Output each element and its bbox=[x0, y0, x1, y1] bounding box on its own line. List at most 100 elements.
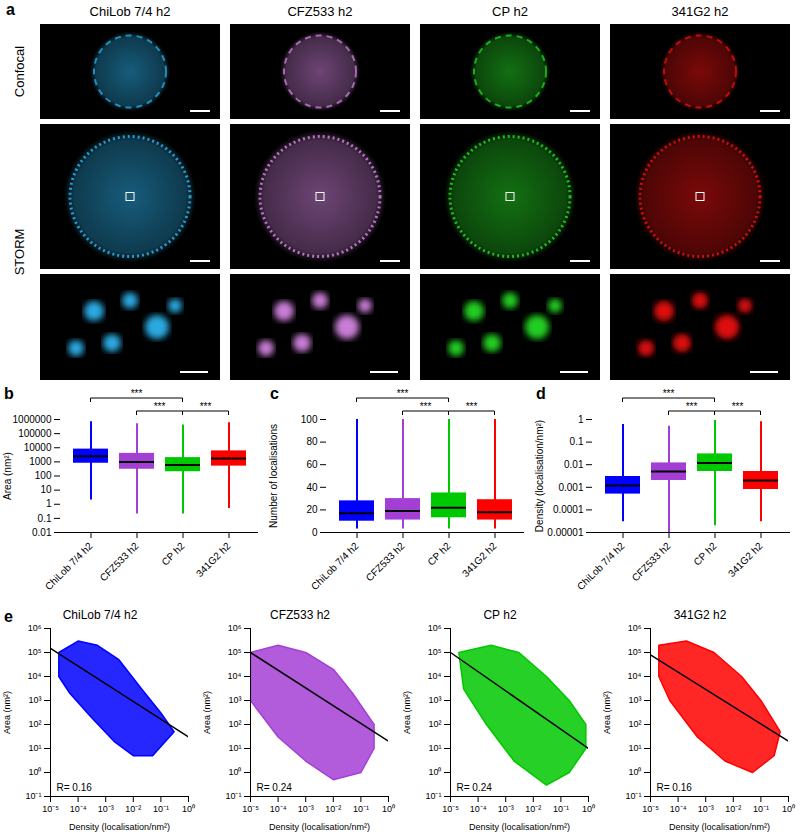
svg-text:10: 10 bbox=[40, 484, 52, 495]
svg-text:100: 100 bbox=[301, 414, 318, 425]
svg-text:0.00001: 0.00001 bbox=[547, 527, 584, 538]
svg-text:ChiLob 7/4 h2: ChiLob 7/4 h2 bbox=[43, 540, 95, 592]
svg-text:10⁻¹: 10⁻¹ bbox=[153, 804, 169, 814]
svg-text:10⁻²: 10⁻² bbox=[125, 804, 141, 814]
svg-text:10⁶: 10⁶ bbox=[28, 623, 42, 633]
svg-text:10⁵: 10⁵ bbox=[628, 647, 642, 657]
svg-text:***: *** bbox=[154, 401, 166, 412]
svg-text:Area (nm²): Area (nm²) bbox=[2, 452, 13, 500]
svg-text:341G2 h2: 341G2 h2 bbox=[460, 540, 499, 579]
svg-text:341G2 h2: 341G2 h2 bbox=[671, 4, 728, 19]
svg-text:40: 40 bbox=[306, 482, 318, 493]
svg-text:10⁻³: 10⁻³ bbox=[698, 804, 714, 814]
svg-text:10⁰: 10⁰ bbox=[582, 804, 595, 814]
svg-text:10⁴: 10⁴ bbox=[228, 671, 242, 681]
svg-text:***: *** bbox=[732, 401, 744, 412]
svg-text:10¹: 10¹ bbox=[28, 743, 41, 753]
svg-text:10⁻³: 10⁻³ bbox=[498, 804, 514, 814]
svg-text:10⁴: 10⁴ bbox=[628, 671, 642, 681]
svg-text:10⁰: 10⁰ bbox=[182, 804, 195, 814]
svg-text:R= 0.16: R= 0.16 bbox=[57, 782, 93, 793]
svg-text:10⁻¹: 10⁻¹ bbox=[553, 804, 569, 814]
svg-text:80: 80 bbox=[306, 436, 318, 447]
svg-text:0.1: 0.1 bbox=[570, 436, 584, 447]
svg-text:10³: 10³ bbox=[228, 695, 241, 705]
svg-text:10⁰: 10⁰ bbox=[228, 767, 241, 777]
svg-text:100: 100 bbox=[35, 470, 52, 481]
svg-text:10⁰: 10⁰ bbox=[782, 804, 795, 814]
svg-text:60: 60 bbox=[306, 459, 318, 470]
svg-text:10⁻²: 10⁻² bbox=[525, 804, 541, 814]
svg-text:Density (localisation/nm²): Density (localisation/nm²) bbox=[669, 822, 770, 832]
svg-text:10⁶: 10⁶ bbox=[228, 623, 242, 633]
svg-text:0.001: 0.001 bbox=[558, 482, 583, 493]
svg-text:10⁰: 10⁰ bbox=[382, 804, 395, 814]
svg-text:10⁵: 10⁵ bbox=[428, 647, 442, 657]
svg-text:10²: 10² bbox=[628, 719, 641, 729]
svg-text:10000: 10000 bbox=[24, 442, 52, 453]
svg-text:CP h2: CP h2 bbox=[159, 540, 187, 568]
svg-text:0.1: 0.1 bbox=[38, 513, 52, 524]
svg-text:10²: 10² bbox=[428, 719, 441, 729]
svg-text:CFZ533 h2: CFZ533 h2 bbox=[98, 540, 141, 583]
svg-text:***: *** bbox=[200, 401, 212, 412]
svg-text:10⁴: 10⁴ bbox=[28, 671, 42, 681]
svg-text:CFZ533 h2: CFZ533 h2 bbox=[364, 540, 407, 583]
svg-text:10³: 10³ bbox=[428, 695, 441, 705]
svg-text:341G2 h2: 341G2 h2 bbox=[194, 540, 233, 579]
svg-text:1000000: 1000000 bbox=[13, 414, 52, 425]
svg-text:10⁰: 10⁰ bbox=[428, 767, 441, 777]
svg-text:R= 0.16: R= 0.16 bbox=[657, 782, 693, 793]
svg-text:CFZ533 h2: CFZ533 h2 bbox=[287, 4, 352, 19]
svg-text:10⁻⁴: 10⁻⁴ bbox=[670, 804, 687, 814]
svg-text:0: 0 bbox=[312, 527, 318, 538]
svg-text:Density (localisation/nm²): Density (localisation/nm²) bbox=[69, 822, 170, 832]
svg-text:STORM: STORM bbox=[12, 229, 27, 276]
svg-text:CP h2: CP h2 bbox=[691, 540, 719, 568]
svg-text:10⁻¹: 10⁻¹ bbox=[25, 791, 41, 801]
svg-text:1: 1 bbox=[578, 414, 584, 425]
svg-text:10⁻⁴: 10⁻⁴ bbox=[470, 804, 487, 814]
svg-text:CP h2: CP h2 bbox=[492, 4, 528, 19]
svg-text:***: *** bbox=[663, 388, 675, 399]
svg-text:10⁻⁵: 10⁻⁵ bbox=[642, 804, 659, 814]
svg-text:a: a bbox=[6, 1, 15, 18]
svg-text:10⁻³: 10⁻³ bbox=[98, 804, 114, 814]
svg-text:10⁻²: 10⁻² bbox=[725, 804, 741, 814]
svg-text:R= 0.24: R= 0.24 bbox=[257, 782, 293, 793]
svg-text:1000: 1000 bbox=[29, 456, 52, 467]
svg-text:10³: 10³ bbox=[28, 695, 41, 705]
svg-text:10⁻¹: 10⁻¹ bbox=[425, 791, 441, 801]
svg-text:Area (nm²): Area (nm²) bbox=[602, 691, 612, 734]
svg-text:ChiLob 7/4 h2: ChiLob 7/4 h2 bbox=[309, 540, 361, 592]
svg-text:20: 20 bbox=[306, 504, 318, 515]
svg-text:10⁻⁴: 10⁻⁴ bbox=[70, 804, 87, 814]
svg-text:1: 1 bbox=[46, 498, 52, 509]
svg-text:0.01: 0.01 bbox=[32, 527, 52, 538]
svg-text:10⁶: 10⁶ bbox=[428, 623, 442, 633]
svg-text:10⁻²: 10⁻² bbox=[325, 804, 341, 814]
svg-text:10²: 10² bbox=[28, 719, 41, 729]
svg-text:10⁵: 10⁵ bbox=[228, 647, 242, 657]
svg-text:Area (nm²): Area (nm²) bbox=[2, 691, 12, 734]
svg-text:Density (localisation/nm²): Density (localisation/nm²) bbox=[469, 822, 570, 832]
svg-text:10¹: 10¹ bbox=[628, 743, 641, 753]
svg-text:***: *** bbox=[466, 401, 478, 412]
svg-text:10⁻⁴: 10⁻⁴ bbox=[270, 804, 287, 814]
svg-text:Area (nm²): Area (nm²) bbox=[202, 691, 212, 734]
svg-text:***: *** bbox=[397, 388, 409, 399]
svg-text:Confocal: Confocal bbox=[12, 46, 27, 97]
svg-text:10⁻³: 10⁻³ bbox=[298, 804, 314, 814]
svg-text:10⁴: 10⁴ bbox=[428, 671, 442, 681]
svg-text:10¹: 10¹ bbox=[228, 743, 241, 753]
svg-text:10⁵: 10⁵ bbox=[28, 647, 42, 657]
svg-text:Density (localisation/nm²): Density (localisation/nm²) bbox=[269, 822, 370, 832]
svg-text:Area (nm²): Area (nm²) bbox=[402, 691, 412, 734]
svg-text:0.0001: 0.0001 bbox=[553, 504, 584, 515]
svg-text:***: *** bbox=[420, 401, 432, 412]
svg-text:0.01: 0.01 bbox=[564, 459, 584, 470]
svg-text:***: *** bbox=[131, 388, 143, 399]
svg-text:Density (localisation/nm²): Density (localisation/nm²) bbox=[534, 420, 545, 532]
svg-text:100000: 100000 bbox=[18, 428, 52, 439]
svg-text:CFZ533 h2: CFZ533 h2 bbox=[630, 540, 673, 583]
